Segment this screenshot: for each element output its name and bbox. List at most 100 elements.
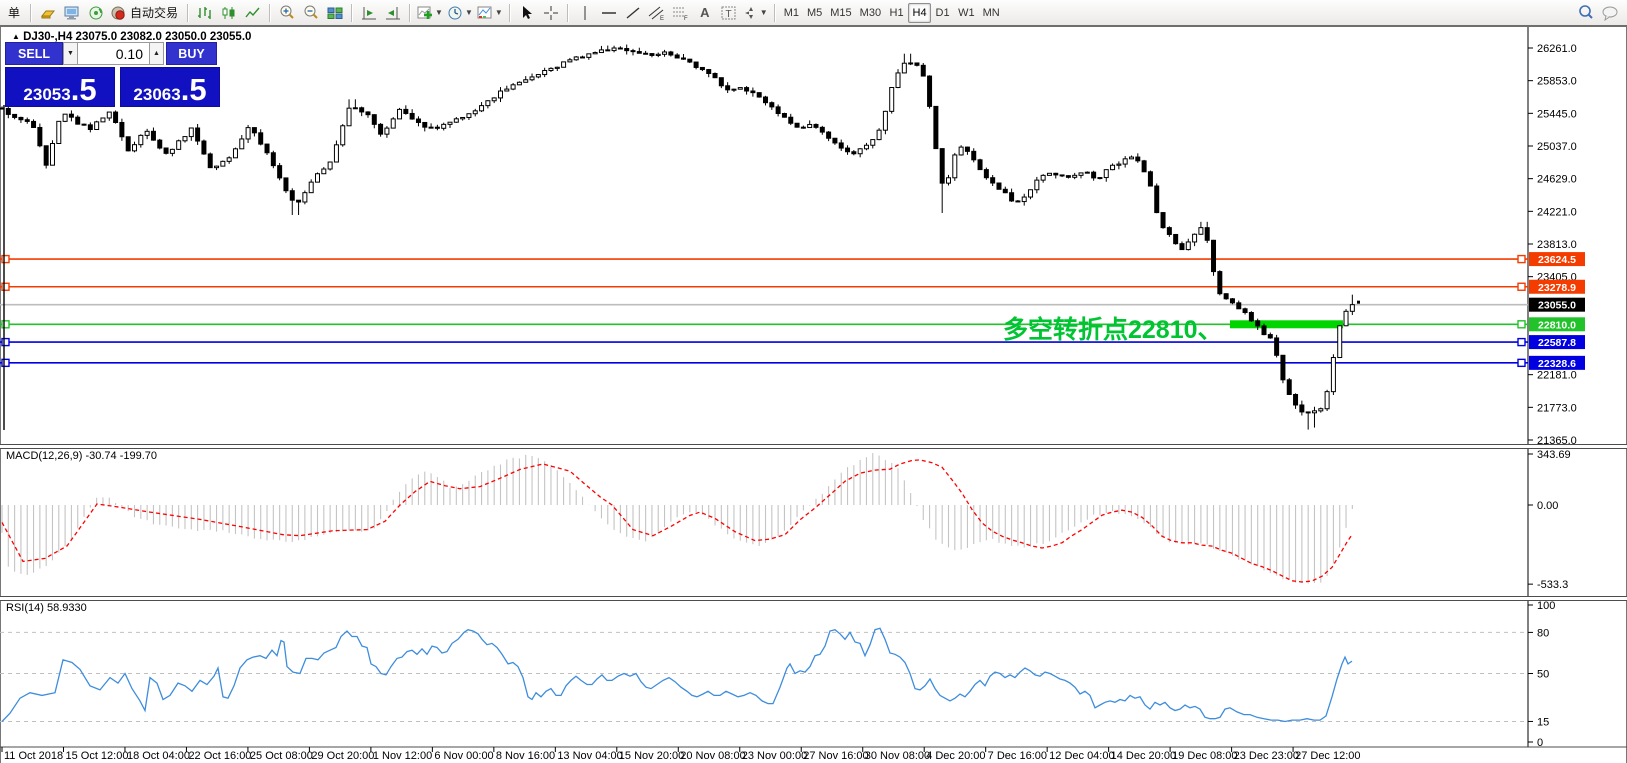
zoom-in-icon[interactable] [276,3,298,23]
svg-text:7 Dec 16:00: 7 Dec 16:00 [988,750,1047,762]
fibonacci-icon[interactable]: F [670,3,692,23]
sell-price-panel[interactable]: 23053 .5 [5,67,115,107]
svg-text:6 Nov 00:00: 6 Nov 00:00 [434,750,493,762]
terminal-icon[interactable] [61,3,83,23]
volume-input[interactable]: 0.10 [78,42,149,65]
svg-text:100: 100 [1537,600,1555,612]
templates-button[interactable]: ▼ [476,3,504,23]
crosshair-icon[interactable] [540,3,562,23]
text-tool-icon[interactable]: A [700,5,710,20]
toolbar-separator [269,3,272,22]
chart-line-icon[interactable] [242,3,264,23]
annotation-text[interactable]: 多空转折点22810、 [1003,315,1223,344]
rsi-indicator-label: RSI(14) 58.9330 [6,602,87,614]
svg-text:15: 15 [1537,716,1549,728]
collapse-icon[interactable]: ▲ [12,32,20,41]
toolbar-separator [187,3,190,22]
svg-text:22 Oct 16:00: 22 Oct 16:00 [188,750,251,762]
line-handle[interactable] [1517,254,1526,264]
svg-text:22587.8: 22587.8 [1538,337,1576,349]
svg-text:26261.0: 26261.0 [1537,43,1577,55]
chart-shift-icon[interactable] [382,3,404,23]
auto-scroll-icon[interactable] [358,3,380,23]
indicators-button[interactable]: ▼ [416,3,444,23]
timeframe-button-H4[interactable]: H4 [908,2,932,23]
volume-increase-button[interactable]: ▲ [149,42,164,65]
clock-icon [448,6,462,19]
panel-splitter[interactable] [0,444,1627,449]
svg-text:4 Dec 20:00: 4 Dec 20:00 [926,750,985,762]
gold-bar-icon[interactable] [37,3,59,23]
svg-text:15 Oct 12:00: 15 Oct 12:00 [65,750,128,762]
svg-text:21365.0: 21365.0 [1537,435,1577,447]
panel-splitter[interactable] [0,596,1627,601]
svg-text:F: F [684,16,688,21]
sell-price-fraction: .5 [70,71,97,107]
tile-windows-icon[interactable] [324,3,346,23]
svg-text:80: 80 [1537,627,1549,639]
buy-button[interactable]: BUY [166,42,217,65]
rsi-line [1,627,1353,723]
svg-text:14 Dec 20:00: 14 Dec 20:00 [1111,750,1176,762]
timeframe-button-MN[interactable]: MN [982,6,1000,19]
timeframe-button-M1[interactable]: M1 [783,6,799,19]
svg-text:23624.5: 23624.5 [1538,254,1576,266]
line-handle[interactable] [1,282,10,291]
horizontal-line-tool-icon[interactable] [598,3,620,23]
vertical-line-tool-icon[interactable] [574,3,596,23]
volume-decrease-button[interactable]: ▼ [63,42,78,65]
timeframe-button-W1[interactable]: W1 [958,6,975,19]
chart-candles-icon[interactable] [218,3,240,23]
timeframe-button-H1[interactable]: H1 [889,6,904,19]
toolbar-separator [566,3,569,22]
timeframe-button-M30[interactable]: M30 [859,6,882,19]
timeframe-toolbar: M1 M5 M15 M30 H1 H4 D1 W1 MN [780,2,1004,23]
chart-window [0,26,1627,763]
line-handle[interactable] [1517,358,1526,368]
timeframe-button-D1[interactable]: D1 [935,6,950,19]
svg-text:20 Nov 08:00: 20 Nov 08:00 [680,750,745,762]
arrows-tool-button[interactable]: ▼ [742,3,769,23]
svg-text:-533.3: -533.3 [1537,579,1568,591]
line-handle[interactable] [1517,320,1526,329]
line-handle[interactable] [1,320,10,329]
svg-text:11 Oct 2018: 11 Oct 2018 [4,750,63,762]
svg-text:18 Oct 04:00: 18 Oct 04:00 [127,750,190,762]
chat-icon[interactable] [1599,3,1621,23]
signals-icon[interactable] [85,3,107,23]
equidistant-channel-icon[interactable]: E [646,3,668,23]
line-handle[interactable] [1517,337,1526,347]
timeframe-button-M15[interactable]: M15 [830,6,852,19]
trendline-tool-icon[interactable] [622,3,644,23]
svg-text:24221.0: 24221.0 [1537,206,1577,218]
template-icon [477,6,492,18]
new-order-button[interactable]: 单 [3,3,25,23]
thick-trend-segment[interactable] [1230,320,1343,329]
toolbar: 单 自动交易 ▼ ▼ ▼ E F A T ▼ M1 M5 M15 M30 H1 H4 D1 W… [0,0,1627,26]
chevron-down-icon: ▼ [464,8,473,17]
chart-header: ▲ DJ30-,H4 23075.0 23082.0 23050.0 23055… [12,31,251,43]
svg-text:24629.0: 24629.0 [1537,174,1577,186]
line-handle[interactable] [1,337,10,347]
candlesticks [0,44,1355,430]
cursor-icon[interactable] [516,3,538,23]
toolbar-separator [508,3,511,22]
line-handle[interactable] [1517,282,1526,291]
buy-price-main: 23063 [133,85,181,104]
search-icon[interactable] [1575,3,1597,23]
line-handle[interactable] [1,358,10,368]
chart-bars-icon[interactable] [194,3,216,23]
buy-price-panel[interactable]: 23063 .5 [120,67,220,107]
line-handle[interactable] [1,254,10,264]
svg-text:23278.9: 23278.9 [1538,282,1576,294]
autotrade-icon [111,6,125,20]
svg-text:25037.0: 25037.0 [1537,141,1577,153]
autotrade-button[interactable]: 自动交易 [109,3,182,23]
text-label-tool-icon[interactable]: T [718,3,740,23]
indicators-add-icon [417,6,433,19]
sell-button[interactable]: SELL [5,42,63,65]
periods-button[interactable]: ▼ [446,3,474,23]
zoom-out-icon[interactable] [300,3,322,23]
timeframe-button-M5[interactable]: M5 [806,6,823,19]
